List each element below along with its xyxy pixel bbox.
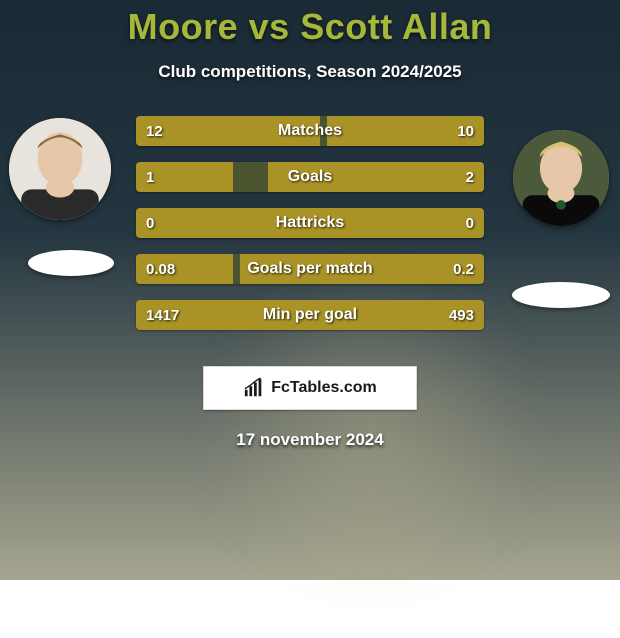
- stat-row: 00Hattricks: [136, 208, 484, 238]
- stat-bars: 1210Matches 12Goals 00Hattricks 0.080.2Goal…: [136, 116, 484, 346]
- stat-label: Min per goal: [136, 300, 484, 330]
- page-title: Moore vs Scott Allan: [0, 6, 620, 48]
- stat-label: Hattricks: [136, 208, 484, 238]
- subtitle: Club competitions, Season 2024/2025: [0, 62, 620, 82]
- stat-row: 0.080.2Goals per match: [136, 254, 484, 284]
- player2-name: Scott Allan: [300, 6, 492, 47]
- stats-area: 1210Matches 12Goals 00Hattricks 0.080.2Goal…: [0, 116, 620, 356]
- stat-label: Goals: [136, 162, 484, 192]
- brand-text: FcTables.com: [271, 379, 377, 397]
- stat-row: 1210Matches: [136, 116, 484, 146]
- vs-text: vs: [249, 6, 290, 47]
- player2-avatar: [513, 130, 609, 226]
- stat-label: Matches: [136, 116, 484, 146]
- player1-team-badge: [28, 250, 114, 276]
- stat-row: 12Goals: [136, 162, 484, 192]
- date-text: 17 november 2024: [0, 430, 620, 450]
- comparison-widget: Moore vs Scott Allan Club competitions, …: [0, 0, 620, 580]
- player1-name: Moore: [128, 6, 239, 47]
- stat-label: Goals per match: [136, 254, 484, 284]
- player1-avatar: [9, 118, 111, 220]
- stat-row: 1417493Min per goal: [136, 300, 484, 330]
- chart-icon: [243, 377, 265, 399]
- brand-box[interactable]: FcTables.com: [203, 366, 417, 410]
- player2-team-badge: [512, 282, 610, 308]
